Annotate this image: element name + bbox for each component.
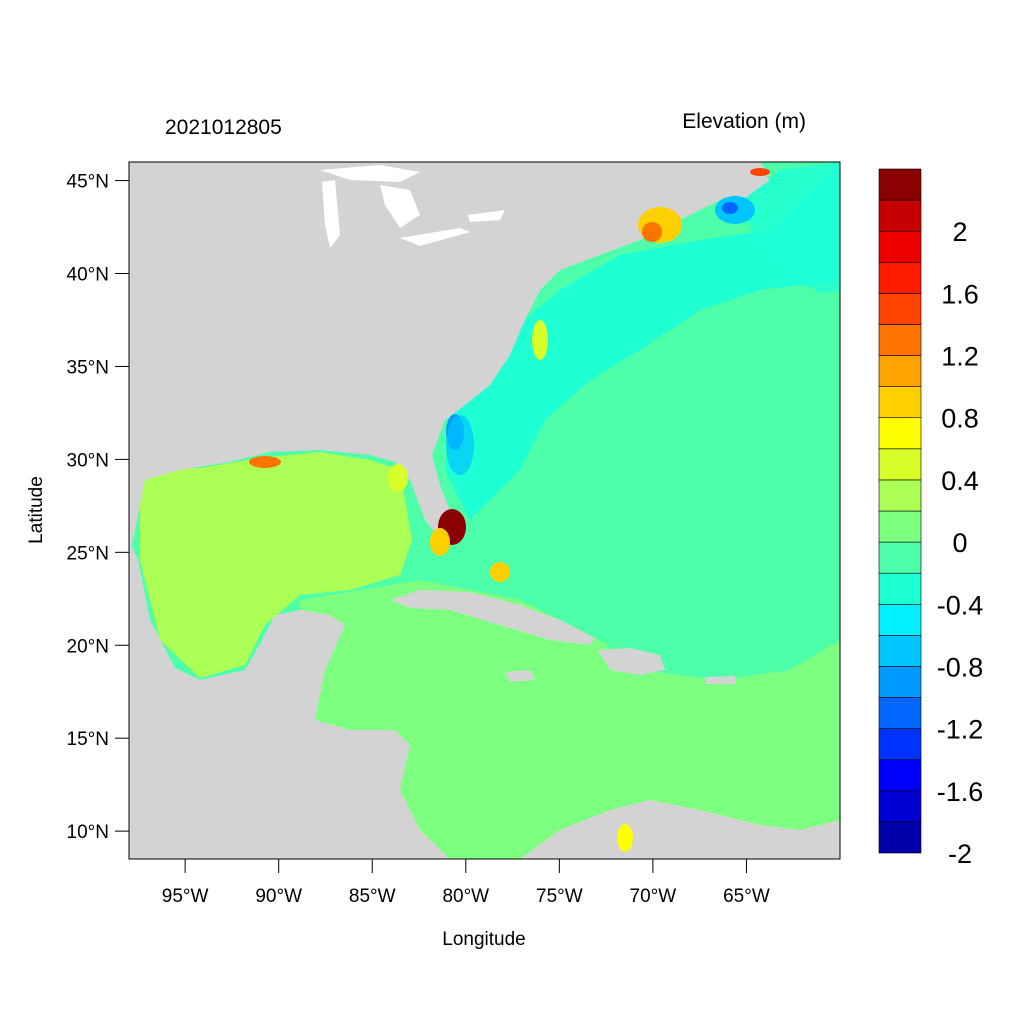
lat-tick-label: 30°N [67, 450, 109, 471]
north-america-land [129, 162, 770, 560]
great-lakes [320, 165, 505, 248]
variable-title: Elevation (m) [682, 110, 806, 133]
colorbar-swatch [878, 728, 922, 761]
northeast-coast-anomaly [532, 320, 548, 360]
mexico-central-america-land [129, 540, 450, 859]
cuba-land [390, 590, 595, 645]
lon-tick-label: 85°W [349, 886, 396, 907]
plot-frame [128, 161, 841, 860]
jamaica-land [505, 670, 535, 682]
colorbar-swatch [878, 572, 922, 605]
south-america-land [520, 800, 840, 859]
atlantic-south-region [500, 290, 840, 660]
nova-scotia-coast-anomaly [750, 168, 770, 176]
hispaniola-land [598, 648, 665, 675]
colorbar-swatch [878, 821, 922, 854]
colorbar-swatch [878, 230, 922, 263]
colorbar-swatch [878, 510, 922, 543]
colorbar-label: -2 [948, 839, 972, 869]
colorbar-label: -1.6 [937, 777, 984, 807]
colorbar-swatch [878, 417, 922, 450]
gulf-of-mexico-region [140, 452, 412, 678]
colorbar-label: 1.2 [941, 342, 979, 372]
lake-erie [400, 228, 470, 246]
colorbar-label: 2 [952, 217, 967, 247]
lat-tick-label: 25°N [67, 543, 109, 564]
lon-tick-label: 80°W [442, 886, 489, 907]
lat-tick-label: 15°N [67, 729, 109, 750]
louisiana-coast-anomaly [249, 456, 281, 468]
colorbar-swatch [878, 759, 922, 792]
venezuela-yellow-anomaly [617, 824, 633, 852]
colorbar-label: -0.8 [937, 653, 984, 683]
florida-yellow-anomaly [430, 528, 450, 556]
colorbar-label: 1.6 [941, 279, 979, 309]
colorbar-swatch [878, 199, 922, 232]
colorbar-swatch [878, 790, 922, 823]
lat-tick-label: 40°N [67, 265, 109, 286]
colorbar-swatch [878, 168, 922, 201]
land-masses [129, 162, 840, 859]
colorbar-swatch [878, 697, 922, 729]
colorbar-label: 0 [952, 528, 967, 558]
lon-tick-label: 75°W [536, 886, 583, 907]
lon-tick-label: 95°W [162, 886, 209, 907]
colorbar-label: 0.4 [941, 466, 979, 496]
colorbar-swatch [878, 386, 922, 419]
new-england-orange-anomaly [642, 222, 662, 242]
puerto-rico-land [705, 676, 735, 684]
colorbar-swatch [878, 479, 922, 512]
lake-michigan [322, 180, 340, 248]
colorbar-swatch [878, 293, 922, 325]
elevation-anomalies [249, 168, 770, 852]
lon-tick-label: 90°W [255, 886, 302, 907]
lon-tick-label: 65°W [723, 886, 770, 907]
colorbar-label: -1.2 [937, 715, 984, 745]
lat-tick-label: 10°N [67, 822, 109, 843]
colorbar-swatch [878, 541, 922, 574]
bahamas-yellow-anomaly [490, 562, 510, 582]
lon-tick-label: 70°W [630, 886, 677, 907]
map-plot-area [129, 162, 840, 859]
colorbar-swatch [878, 666, 922, 698]
latitude-axis: 45°N 40°N 35°N 30°N 25°N 20°N 15°N 10°N [67, 172, 129, 843]
colorbar [878, 168, 922, 854]
colorbar-swatch [878, 635, 922, 667]
colorbar-labels: 2 1.6 1.2 0.8 0.4 0 -0.4 -0.8 -1.2 -1.6 -2 [937, 217, 984, 869]
colorbar-label: -0.4 [937, 590, 984, 620]
gulf-maine-low-core [722, 202, 738, 214]
colorbar-swatch [878, 324, 922, 356]
lake-huron [380, 185, 420, 228]
lat-tick-label: 35°N [67, 357, 109, 378]
lat-tick-label: 45°N [67, 172, 109, 193]
lat-tick-label: 20°N [67, 636, 109, 657]
atlantic-ocean-region [445, 162, 840, 520]
colorbar-swatch [878, 355, 922, 387]
atlantic-deep-region [740, 162, 840, 300]
colorbar-swatch [878, 448, 922, 481]
timestamp-label: 2021012805 [165, 116, 282, 139]
longitude-axis: 95°W 90°W 85°W 80°W 75°W 70°W 65°W [162, 859, 770, 907]
colorbar-label: 0.8 [941, 404, 979, 434]
colorbar-swatch [878, 261, 922, 294]
lake-ontario [468, 210, 505, 222]
georgia-low-halo [446, 415, 474, 475]
lake-superior [320, 165, 420, 182]
colorbar-swatch [878, 603, 922, 636]
y-axis-label: Latitude [26, 476, 47, 544]
x-axis-label: Longitude [442, 929, 525, 950]
west-florida-anomaly [388, 464, 408, 492]
caribbean-sea-region [300, 580, 840, 859]
